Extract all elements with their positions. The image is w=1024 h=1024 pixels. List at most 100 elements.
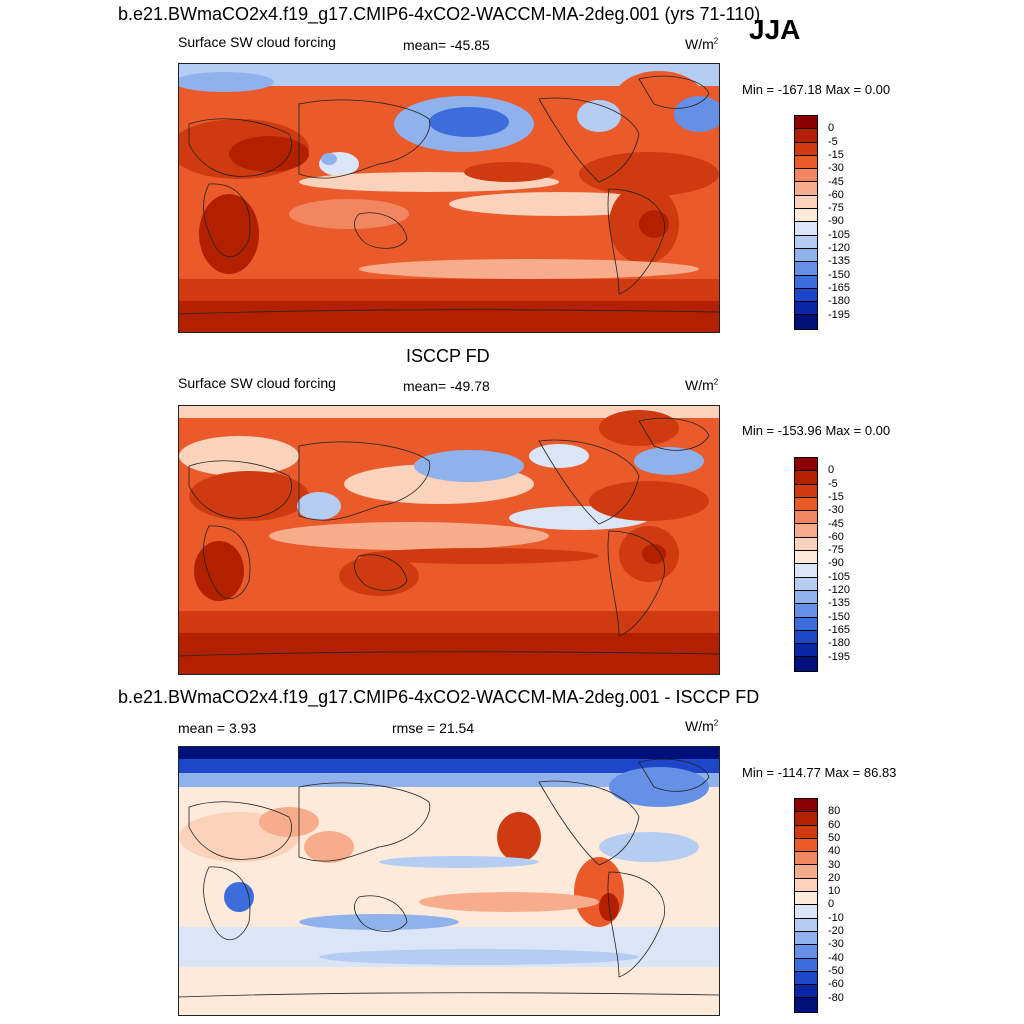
panel-1-mean: mean= -45.85 [403, 37, 490, 53]
colorbar-tick-label: -10 [828, 911, 844, 924]
colorbar-swatch [795, 958, 817, 972]
panel-2-title: ISCCP FD [406, 346, 490, 366]
panel-3-minmax: Min = -114.77 Max = 86.83 [742, 765, 897, 780]
panel-1-map [178, 63, 720, 333]
colorbar-tick-label: -105 [828, 228, 851, 241]
panel-3-map [178, 746, 720, 1016]
panel-1-colorbar [794, 115, 818, 330]
season-label: JJA [749, 14, 801, 45]
colorbar-swatch [795, 511, 817, 525]
colorbar-tick-label: 0 [828, 464, 835, 477]
colorbar-tick-label: 60 [828, 818, 841, 831]
colorbar-swatch [795, 931, 817, 946]
colorbar-swatch [795, 892, 817, 906]
colorbar-swatch [795, 825, 817, 839]
colorbar-tick-label: -195 [828, 308, 851, 321]
colorbar-swatch [795, 918, 817, 932]
colorbar-swatch [795, 302, 817, 316]
panel-3-mean: mean = 3.93 [178, 720, 257, 736]
colorbar-swatch [795, 458, 817, 472]
map-3-canvas [179, 747, 719, 1015]
colorbar-tick-label: -150 [828, 268, 851, 281]
panel-3-title: b.e21.BWmaCO2x4.f19_g17.CMIP6-4xCO2-WACC… [118, 687, 760, 707]
map-2-canvas [179, 406, 719, 674]
colorbar-swatch [795, 471, 817, 485]
colorbar-swatch [795, 945, 817, 959]
panel-1-title: b.e21.BWmaCO2x4.f19_g17.CMIP6-4xCO2-WACC… [118, 4, 761, 24]
panel-2-field-label: Surface SW cloud forcing [178, 375, 336, 391]
colorbar-tick-label: -50 [828, 964, 844, 977]
colorbar-tick-label: -45 [828, 517, 844, 530]
colorbar-swatch [795, 116, 817, 130]
colorbar-swatch [795, 799, 817, 813]
colorbar-swatch [795, 604, 817, 618]
colorbar-tick-label: -180 [828, 295, 851, 308]
colorbar-tick-label: -60 [828, 530, 844, 543]
colorbar-swatch [795, 630, 817, 645]
colorbar-tick-label: -150 [828, 610, 851, 623]
panel-2-mean: mean= -49.78 [403, 378, 490, 394]
colorbar-tick-label: 0 [828, 122, 835, 135]
colorbar-tick-label: -15 [828, 148, 844, 161]
colorbar-tick-label: -180 [828, 637, 851, 650]
colorbar-swatch [795, 644, 817, 658]
colorbar-tick-label: -45 [828, 175, 844, 188]
colorbar-tick-label: -90 [828, 215, 844, 228]
panel-1-minmax: Min = -167.18 Max = 0.00 [742, 82, 891, 97]
colorbar-swatch [795, 590, 817, 605]
panel-1-field-label: Surface SW cloud forcing [178, 34, 336, 50]
colorbar-tick-label: -135 [828, 597, 851, 610]
colorbar-swatch [795, 155, 817, 170]
colorbar-swatch [795, 998, 817, 1012]
colorbar-tick-label: 80 [828, 805, 841, 818]
colorbar-tick-label: -195 [828, 650, 851, 663]
colorbar-swatch [795, 971, 817, 986]
colorbar-tick-label: -30 [828, 504, 844, 517]
colorbar-swatch [795, 812, 817, 826]
colorbar-swatch [795, 222, 817, 236]
colorbar-swatch [795, 484, 817, 498]
colorbar-swatch [795, 617, 817, 631]
colorbar-swatch [795, 129, 817, 143]
colorbar-tick-label: -75 [828, 202, 844, 215]
colorbar-tick-label: 40 [828, 845, 841, 858]
panel-2-units: W/m2 [685, 377, 719, 393]
colorbar-tick-label: -5 [828, 477, 838, 490]
colorbar-swatch [795, 524, 817, 538]
colorbar-tick-label: -120 [828, 242, 851, 254]
panel-1-units: W/m2 [685, 36, 719, 52]
colorbar-swatch [795, 288, 817, 303]
colorbar-tick-label: -165 [828, 623, 851, 636]
colorbar-tick-label: -120 [828, 584, 851, 596]
colorbar-swatch [795, 195, 817, 210]
colorbar-tick-label: 50 [828, 831, 841, 844]
colorbar-swatch [795, 235, 817, 249]
colorbar-tick-label: 0 [828, 898, 835, 911]
colorbar-swatch [795, 248, 817, 263]
colorbar-swatch [795, 905, 817, 919]
colorbar-swatch [795, 564, 817, 578]
colorbar-tick-label: -135 [828, 255, 851, 268]
colorbar-swatch [795, 551, 817, 565]
colorbar-tick-label: -165 [828, 281, 851, 294]
colorbar-tick-label: -20 [828, 925, 844, 937]
colorbar-tick-label: 20 [828, 871, 841, 884]
colorbar-tick-label: -30 [828, 938, 844, 951]
colorbar-swatch [795, 838, 817, 853]
colorbar-tick-label: -30 [828, 162, 844, 175]
colorbar-tick-label: -60 [828, 188, 844, 201]
colorbar-tick-label: -75 [828, 544, 844, 557]
colorbar-swatch [795, 262, 817, 276]
colorbar-tick-label: -15 [828, 490, 844, 503]
colorbar-tick-label: -40 [828, 951, 844, 964]
panel-3-rmse: rmse = 21.54 [392, 720, 475, 736]
panel-3-colorbar [794, 798, 818, 1013]
colorbar-swatch [795, 497, 817, 512]
map-1-canvas [179, 64, 719, 332]
colorbar-swatch [795, 142, 817, 156]
colorbar-tick-label: -5 [828, 135, 838, 148]
colorbar-tick-label: 10 [828, 885, 841, 898]
colorbar-swatch [795, 852, 817, 866]
colorbar-tick-label: -105 [828, 570, 851, 583]
colorbar-swatch [795, 985, 817, 999]
